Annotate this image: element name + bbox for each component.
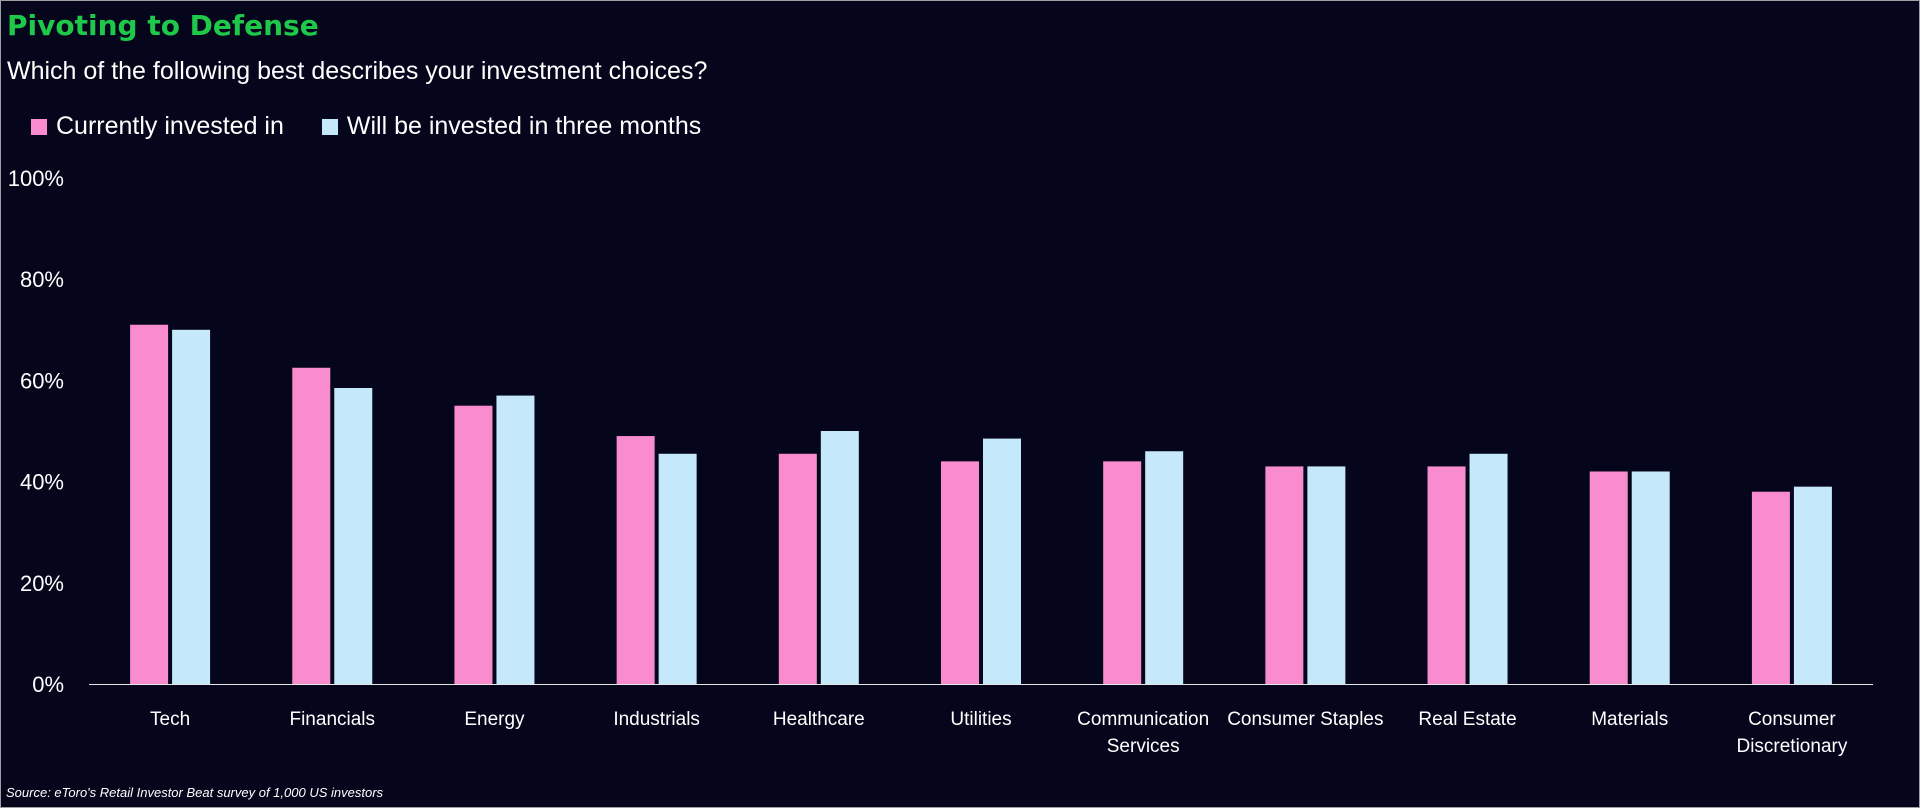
legend: Currently invested in Will be invested i…	[31, 112, 739, 141]
bar-future-invested	[658, 453, 697, 684]
bar-future-invested	[1145, 451, 1184, 684]
bar-currently-invested	[130, 324, 169, 684]
bar-future-invested	[334, 387, 373, 684]
y-tick-label: 40%	[20, 470, 64, 495]
bar-future-invested	[496, 395, 535, 684]
x-category-label: Communication	[1077, 709, 1209, 730]
bar-currently-invested	[1751, 491, 1790, 684]
x-category-label: Real Estate	[1418, 709, 1516, 730]
x-category-label: Industrials	[613, 709, 700, 730]
bar-currently-invested	[1265, 466, 1304, 684]
x-category-label: Healthcare	[773, 709, 865, 730]
source-note: Source: eToro's Retail Investor Beat sur…	[6, 785, 384, 800]
bar-currently-invested	[1103, 461, 1142, 684]
legend-swatch-future	[321, 118, 338, 135]
x-category-label: Utilities	[950, 709, 1011, 730]
y-tick-label: 60%	[20, 368, 64, 393]
bar-future-invested	[1469, 453, 1508, 684]
bar-future-invested	[1307, 466, 1346, 684]
bar-future-invested	[1631, 471, 1670, 684]
bar-future-invested	[1793, 486, 1832, 684]
bar-future-invested	[820, 431, 859, 684]
legend-item-future: Will be invested in three months	[321, 112, 702, 141]
x-category-label: Materials	[1591, 709, 1668, 730]
x-category-label: Financials	[289, 709, 375, 730]
x-category-label: Tech	[150, 709, 190, 730]
bar-currently-invested	[454, 405, 493, 684]
y-tick-label: 0%	[32, 672, 64, 697]
x-category-label: Services	[1107, 736, 1180, 757]
legend-label-current: Currently invested in	[56, 112, 284, 140]
bar-currently-invested	[292, 367, 331, 684]
y-tick-label: 20%	[20, 571, 64, 596]
bar-future-invested	[172, 329, 211, 684]
bar-currently-invested	[1427, 466, 1466, 684]
legend-item-current: Currently invested in	[31, 112, 284, 141]
x-category-label: Discretionary	[1736, 736, 1847, 757]
x-category-label: Consumer Staples	[1227, 709, 1383, 730]
y-tick-label: 100%	[8, 166, 64, 191]
bar-future-invested	[983, 438, 1021, 684]
chart-title: Pivoting to Defense	[7, 9, 319, 42]
bar-currently-invested	[941, 461, 979, 684]
chart-subtitle: Which of the following best describes yo…	[7, 57, 708, 85]
legend-label-future: Will be invested in three months	[346, 112, 702, 140]
bar-currently-invested	[778, 453, 817, 684]
legend-swatch-current	[31, 118, 47, 135]
x-category-label: Energy	[464, 709, 525, 730]
bar-currently-invested	[616, 436, 655, 684]
y-tick-label: 80%	[20, 267, 64, 292]
x-category-label: Consumer	[1748, 709, 1836, 730]
bar-currently-invested	[1589, 471, 1628, 684]
